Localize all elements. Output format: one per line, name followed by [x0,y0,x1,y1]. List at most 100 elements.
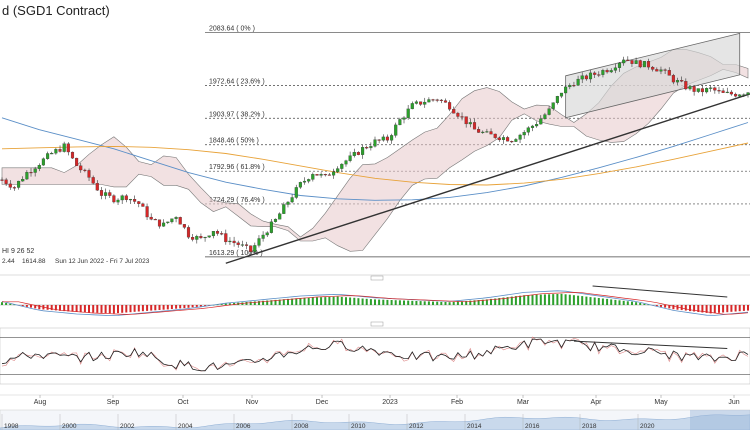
candle-body [584,75,588,80]
macd-histogram-bar [262,300,265,305]
macd-histogram-bar [287,298,289,305]
candle-body [174,217,178,219]
macd-histogram-bar [709,305,712,314]
candle-body [721,90,725,93]
candle-body [62,143,66,152]
fib-label: 1613.29 ( 100% ) [209,250,263,257]
indicator-info: HI 9 26 52 2.44 1614.88 Sun 12 Jun 2022 - F… [2,248,150,265]
candle-body [58,149,62,152]
candle-body [215,231,220,234]
candle-body [116,199,120,203]
candle-body [257,238,261,246]
macd-histogram-bar [390,300,393,305]
macd-histogram-bar [25,305,28,307]
candle-body [302,180,307,183]
candle-body [406,108,410,118]
candle-body [269,221,273,233]
macd-histogram-bar [444,302,447,305]
macd-histogram-bar [340,296,343,305]
macd-histogram-bar [30,305,32,308]
macd-histogram-bar [552,294,555,305]
candle-body [381,136,385,141]
candle-body [153,219,157,221]
macd-histogram-bar [448,302,451,305]
candle-body [327,174,331,176]
fib-label: 1724.29 ( 76.4% ) [209,197,265,204]
candle-body [17,180,21,188]
candle-body [4,179,8,184]
macd-histogram-bar [684,305,687,311]
macd-histogram-bar [299,298,302,305]
candle-body [332,171,336,176]
macd-histogram-bar [481,299,484,305]
macd-histogram-bar [199,305,202,307]
candle-body [630,60,634,64]
candle-body [700,88,704,93]
candle-body [597,74,601,76]
macd-histogram-bar [490,298,492,305]
trendline [225,93,750,264]
macd-histogram-bar [133,305,136,312]
macd-histogram-bar [374,299,376,305]
macd-histogram-bar [697,305,700,312]
candle-body [443,100,448,103]
candle-body [626,59,630,61]
candle-body [518,134,522,140]
x-tick-label: Apr [591,399,603,406]
macd-histogram-bar [54,305,57,311]
candle-body [240,244,244,246]
macd-histogram-bar [606,298,609,305]
macd-histogram-bar [506,297,509,305]
candle-body [228,240,232,243]
candle-body [398,119,402,126]
macd-histogram-bar [622,300,625,305]
candle-body [290,197,294,203]
macd-histogram-bar [643,303,646,305]
macd-histogram-bar [187,305,190,308]
candle-body [66,143,70,153]
candle-body [356,152,360,155]
macd-histogram-bar [726,305,729,313]
candle-body [497,137,501,141]
candle-body [311,174,315,180]
macd-histogram-bar [50,305,53,311]
candle-body [617,62,622,68]
candle-body [539,118,543,125]
macd-histogram-bar [59,305,61,311]
x-tick-label: Dec [316,399,329,406]
macd-histogram-bar [668,305,671,309]
x-axis: Aug Sep Oct Nov Dec 2023 Feb Mar Apr May Jun [0,394,750,406]
macd-histogram-bar [117,305,119,314]
candle-body [307,179,311,182]
candle-body [112,195,116,203]
macd-histogram-bar [618,300,621,305]
macd-histogram-bar [13,304,16,306]
macd-histogram-bar [564,294,567,305]
macd-histogram-bar [398,300,401,305]
macd-histogram-bar [423,301,426,305]
candle-body [452,109,456,114]
macd-histogram-bar [386,299,389,305]
macd-histogram-bar [485,299,488,305]
candle-body [361,147,365,155]
candle-body [390,135,394,141]
macd-histogram-bar [316,297,318,305]
macd-histogram-bar [320,297,323,305]
macd-histogram-bar [1,302,3,305]
candle-body [593,72,597,75]
candle-body [137,201,141,204]
navigator-year-label: 2008 [294,423,309,430]
candle-body [734,93,738,97]
candle-body [493,133,497,138]
candle-body [8,183,12,188]
candle-body [336,168,340,173]
macd-histogram-bar [9,303,12,305]
candle-body [124,195,128,200]
candle-body [655,69,659,72]
candle-body [253,245,257,252]
candle-body [369,146,373,149]
candle-body [37,165,41,169]
candle-body [427,99,431,103]
macd-histogram-bar [324,297,327,305]
